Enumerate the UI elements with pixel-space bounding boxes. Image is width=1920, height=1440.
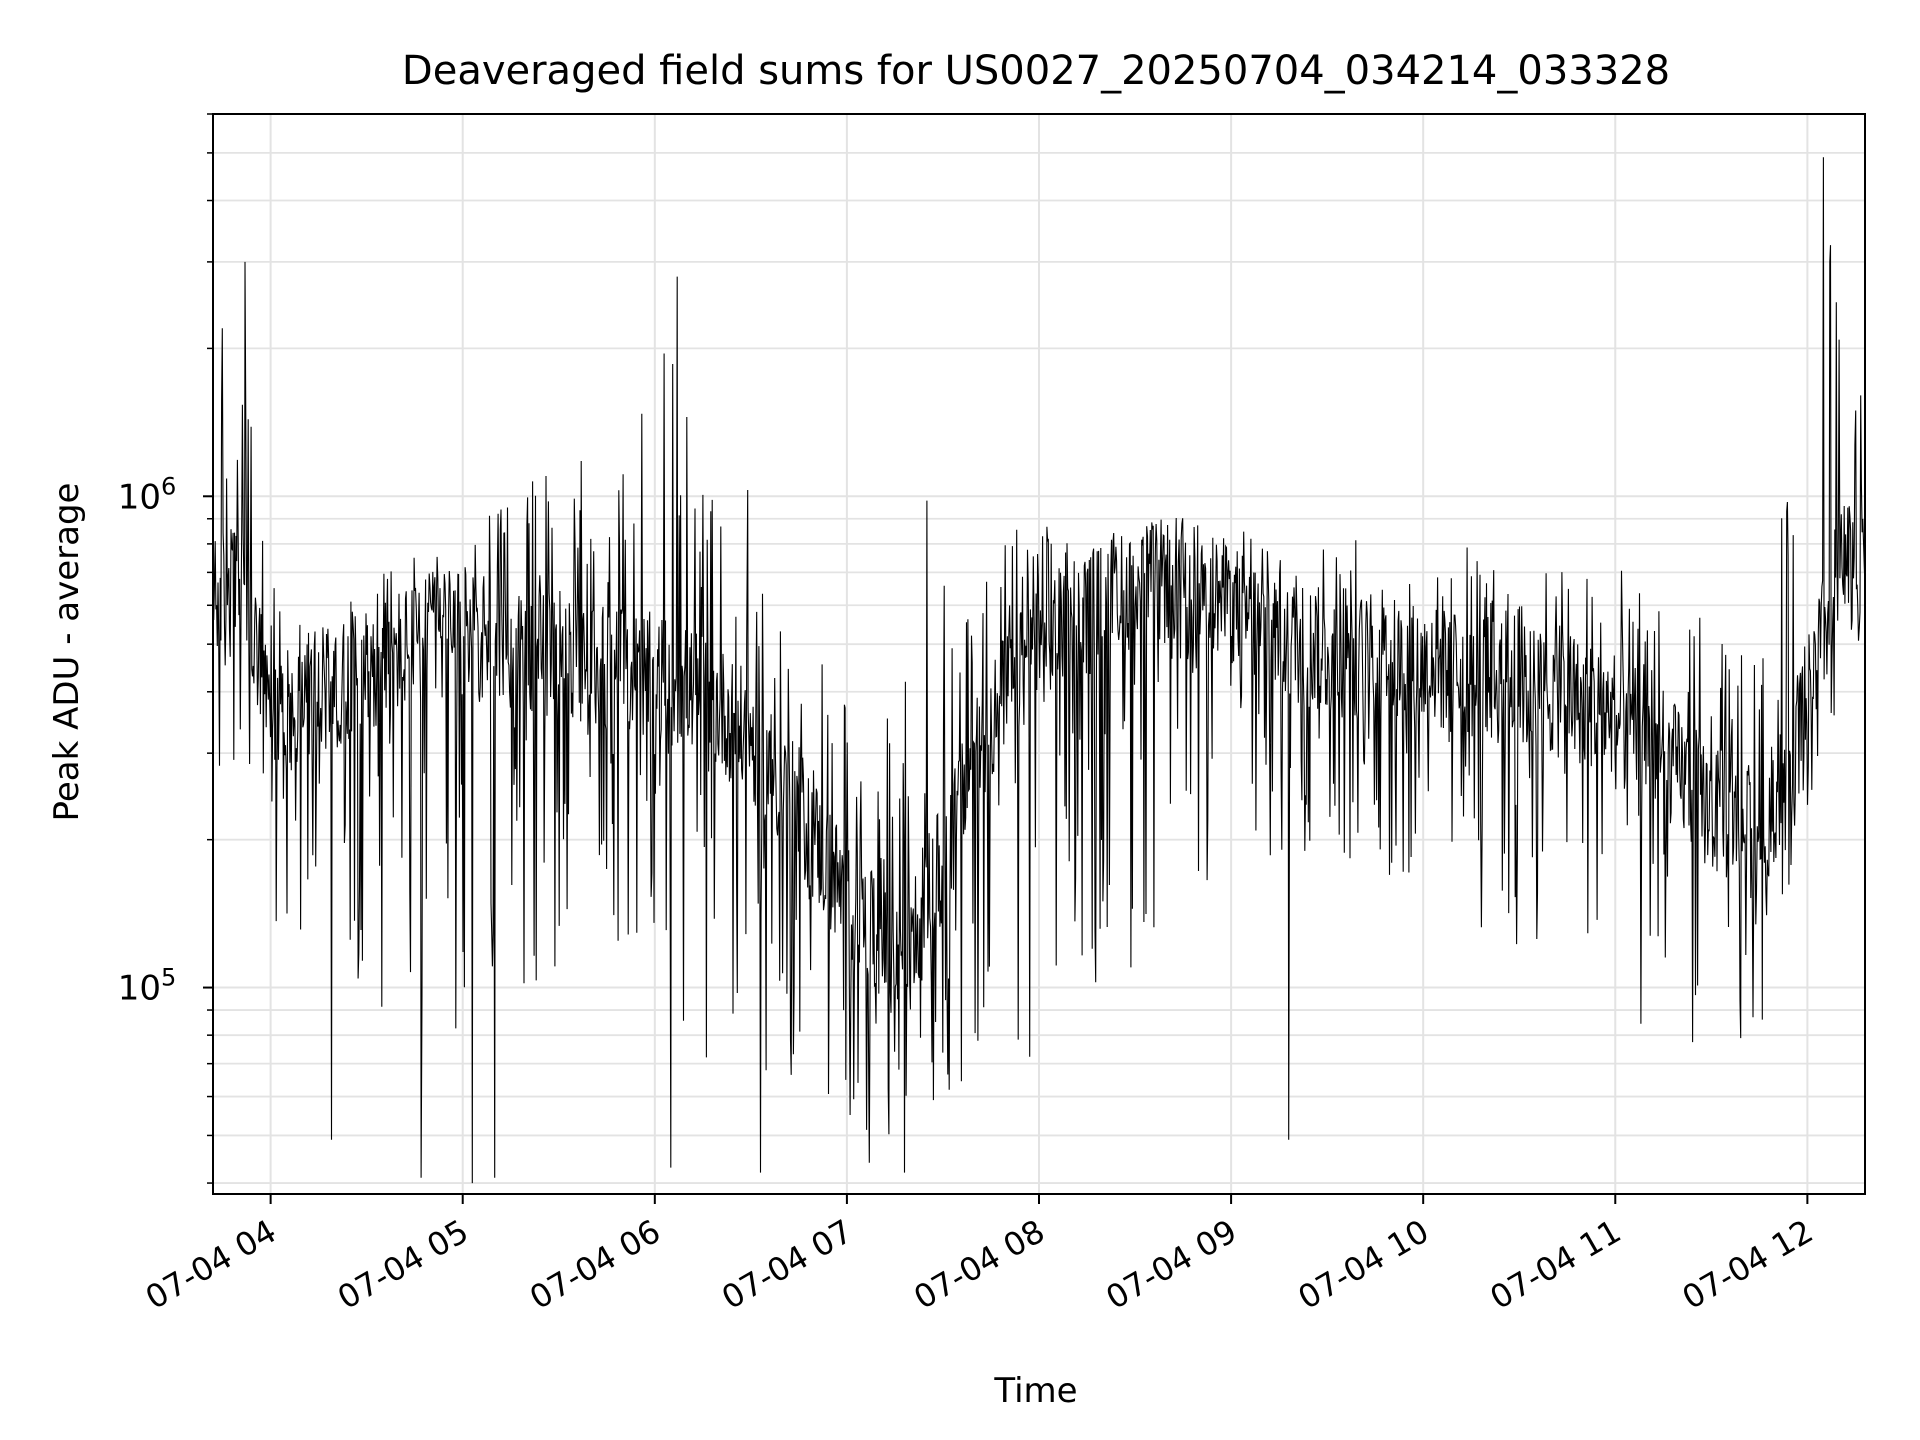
y-tick-label: 105 (118, 964, 177, 1009)
chart-title: Deaveraged field sums for US0027_2025070… (402, 48, 1670, 94)
y-axis-label: Peak ADU - average (47, 483, 87, 822)
x-axis-label: Time (993, 1371, 1077, 1411)
y-tick-label: 106 (118, 472, 177, 517)
series-line (212, 157, 1866, 1184)
